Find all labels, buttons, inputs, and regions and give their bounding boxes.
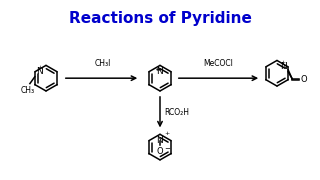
Text: O: O: [300, 75, 307, 84]
Text: +: +: [164, 131, 169, 136]
Text: CH₃: CH₃: [21, 86, 35, 94]
Text: +: +: [37, 65, 43, 70]
Text: O: O: [157, 147, 163, 156]
Text: MeCOCl: MeCOCl: [204, 59, 233, 68]
Text: N: N: [156, 67, 164, 76]
Text: +: +: [280, 60, 286, 65]
Text: RCO₂H: RCO₂H: [164, 108, 189, 117]
Text: N: N: [280, 62, 287, 71]
Text: N: N: [36, 67, 43, 76]
Text: −: −: [164, 146, 170, 152]
Text: N: N: [156, 136, 164, 145]
Text: CH₃I: CH₃I: [94, 59, 111, 68]
Text: Reactions of Pyridine: Reactions of Pyridine: [68, 11, 252, 26]
